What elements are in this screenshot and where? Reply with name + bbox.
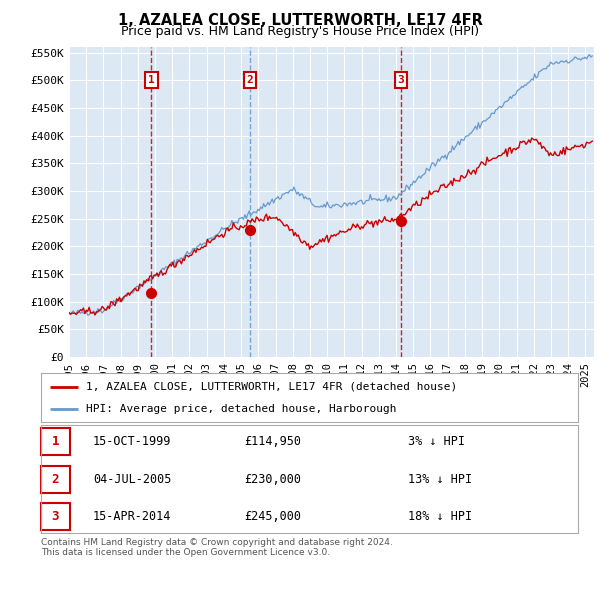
Text: Price paid vs. HM Land Registry's House Price Index (HPI): Price paid vs. HM Land Registry's House …	[121, 25, 479, 38]
Text: 3: 3	[52, 510, 59, 523]
Text: 15-APR-2014: 15-APR-2014	[93, 510, 172, 523]
Text: £114,950: £114,950	[245, 435, 302, 448]
Text: 1: 1	[52, 435, 59, 448]
Text: 1, AZALEA CLOSE, LUTTERWORTH, LE17 4FR: 1, AZALEA CLOSE, LUTTERWORTH, LE17 4FR	[118, 13, 482, 28]
Text: HPI: Average price, detached house, Harborough: HPI: Average price, detached house, Harb…	[86, 404, 397, 414]
Text: Contains HM Land Registry data © Crown copyright and database right 2024.
This d: Contains HM Land Registry data © Crown c…	[41, 538, 392, 558]
Text: 1, AZALEA CLOSE, LUTTERWORTH, LE17 4FR (detached house): 1, AZALEA CLOSE, LUTTERWORTH, LE17 4FR (…	[86, 382, 458, 392]
Text: 2: 2	[52, 473, 59, 486]
Text: 15-OCT-1999: 15-OCT-1999	[93, 435, 172, 448]
Text: £245,000: £245,000	[245, 510, 302, 523]
Text: 3: 3	[398, 75, 404, 85]
Text: 18% ↓ HPI: 18% ↓ HPI	[408, 510, 472, 523]
Text: 13% ↓ HPI: 13% ↓ HPI	[408, 473, 472, 486]
Text: 3% ↓ HPI: 3% ↓ HPI	[408, 435, 465, 448]
Text: 1: 1	[148, 75, 155, 85]
Text: 2: 2	[247, 75, 253, 85]
Text: 04-JUL-2005: 04-JUL-2005	[93, 473, 172, 486]
Text: £230,000: £230,000	[245, 473, 302, 486]
